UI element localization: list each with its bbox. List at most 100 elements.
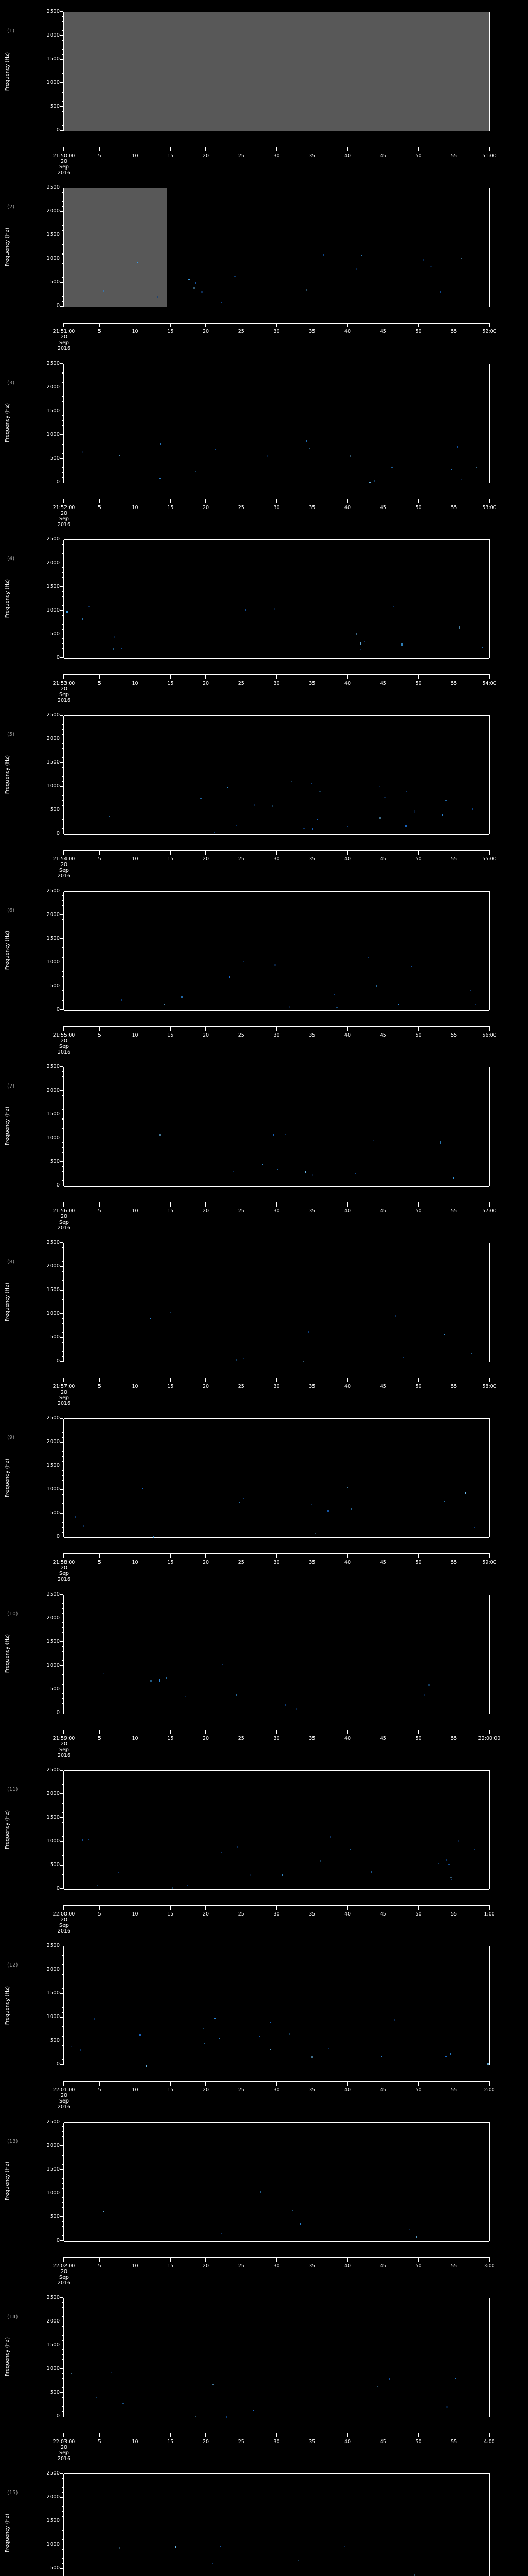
y-tick-label: 1000	[46, 959, 60, 965]
y-minor-tick-mark	[62, 2387, 64, 2388]
time-tick-label: 55	[451, 680, 457, 686]
time-tick-label: 25	[238, 1384, 244, 1390]
y-tick-label: 1000	[46, 1838, 60, 1844]
y-tick-mark	[60, 2145, 63, 2146]
time-tick-label: 50	[415, 1735, 422, 1741]
y-minor-tick-mark	[62, 1494, 64, 1495]
time-tick-label: 10	[131, 1560, 138, 1566]
time-tick-label: 35	[309, 856, 316, 862]
date-stack: 20 Sep 2016	[58, 2445, 70, 2462]
time-tick-mark	[170, 2257, 171, 2262]
time-tick-mark	[276, 1553, 277, 1558]
y-tick-label: 2000	[46, 32, 60, 38]
spectrogram-speckle	[243, 1358, 244, 1359]
y-minor-tick-mark	[62, 2197, 64, 2198]
y-tick-label: 500	[50, 1158, 60, 1164]
y-minor-tick-mark	[62, 1318, 64, 1319]
time-tick-mark	[63, 1378, 64, 1383]
spectrogram-speckle	[414, 810, 415, 813]
time-tick-label: 35	[309, 1384, 316, 1390]
y-tick-mark	[60, 786, 63, 787]
spectrogram-speckle	[328, 2047, 329, 2049]
time-tick-label: 5	[97, 680, 101, 686]
y-minor-tick-mark	[62, 101, 64, 103]
spectrogram-speckle	[220, 302, 222, 304]
spectrogram-speckle	[285, 1704, 286, 1706]
time-tick-label: 50	[415, 2087, 422, 2093]
axis-spine-bottom	[64, 1537, 489, 1538]
time-tick-mark	[276, 1201, 277, 1207]
time-tick-label: 10	[131, 2438, 138, 2445]
time-tick-label: 35	[309, 504, 316, 511]
y-axis-label: Frequency (Hz)	[3, 1418, 12, 1537]
spectrogram-speckle	[150, 1680, 152, 1682]
y-minor-tick-mark	[62, 2207, 64, 2208]
spectrogram-speckle	[233, 1171, 234, 1172]
y-minor-tick-mark	[62, 382, 64, 383]
time-tick-label: 10	[131, 2263, 138, 2269]
panel-index-label: (10)	[7, 1611, 18, 1617]
time-tick-label: 55	[451, 1560, 457, 1566]
date-stack: 20 Sep 2016	[58, 1389, 70, 1406]
y-minor-tick-mark	[62, 1437, 64, 1438]
date-stack: 20 Sep 2016	[58, 159, 70, 176]
date-stack: 20 Sep 2016	[58, 686, 70, 703]
spectrogram-speckle	[448, 1863, 450, 1865]
time-tick-label: 5	[97, 153, 101, 159]
time-tick-label: 25	[238, 2438, 244, 2445]
date-stack: 20 Sep 2016	[58, 2269, 70, 2286]
spectrogram-speckle	[474, 1848, 475, 1850]
y-tick-mark	[60, 610, 63, 611]
spectrogram-speckle	[259, 2036, 260, 2038]
time-tick-label: 5	[97, 856, 101, 862]
spectrogram-speckle	[360, 649, 362, 650]
date-line: 2016	[57, 521, 71, 528]
y-minor-tick-mark	[62, 1613, 64, 1614]
time-tick-mark	[347, 1026, 348, 1031]
time-tick-mark	[99, 2257, 100, 2262]
date-line: Sep	[59, 1571, 69, 1577]
y-minor-tick-mark	[62, 643, 64, 644]
axis-spine-left	[63, 2122, 64, 2241]
time-tick-label: 45	[380, 2263, 386, 2269]
spectrogram-speckle	[159, 442, 161, 445]
y-tick-label: 2500	[46, 1943, 60, 1949]
time-tick-label: 45	[380, 1911, 386, 1917]
y-minor-tick-mark	[62, 1646, 64, 1647]
time-tick-mark	[170, 2432, 171, 2437]
time-tick-mark	[418, 498, 419, 503]
date-line: 2016	[57, 170, 71, 176]
y-minor-tick-mark	[62, 828, 64, 829]
time-tick-label: 1:00	[484, 1911, 495, 1917]
time-tick-mark	[418, 2432, 419, 2437]
time-tick-mark	[99, 1378, 100, 1383]
date-line: Sep	[59, 691, 69, 698]
spectrogram-panel: (8) Frequency (Hz) 0 500 1000 1500 2000 2500 21:…	[0, 1231, 528, 1407]
spectrogram-panel: (5) Frequency (Hz) 0 500 1000 1500 2000 2500 21:…	[0, 703, 528, 879]
date-line: 2016	[57, 2455, 71, 2462]
time-tick-mark	[170, 850, 171, 855]
time-tick-mark	[205, 498, 206, 503]
time-tick-mark	[205, 1026, 206, 1031]
time-tick-label: 20	[202, 504, 209, 511]
y-tick-label: 500	[50, 631, 60, 637]
axis-spine-left	[63, 891, 64, 1010]
time-tick-label: 21:57:00	[53, 1384, 75, 1390]
time-tick-label: 59:00	[482, 1560, 497, 1566]
spectrogram-speckle	[182, 996, 183, 998]
date-line: 20	[60, 1741, 68, 1747]
spectrogram-speckle	[153, 1536, 154, 1538]
y-axis-label: Frequency (Hz)	[3, 2122, 12, 2241]
spectrogram-speckle	[111, 2372, 112, 2374]
y-minor-tick-mark	[62, 971, 64, 972]
spectrogram-speckle	[428, 1684, 430, 1686]
y-tick-label: 2000	[46, 384, 60, 390]
spectrogram-speckle	[166, 1677, 168, 1679]
time-tick-label: 45	[380, 1384, 386, 1390]
spectrogram-speckle	[250, 1874, 251, 1876]
date-line: 2016	[57, 873, 71, 879]
y-tick-label: 2000	[46, 736, 60, 742]
y-tick-label: 1500	[46, 1990, 60, 1996]
spectrogram-speckle	[94, 2018, 96, 2020]
